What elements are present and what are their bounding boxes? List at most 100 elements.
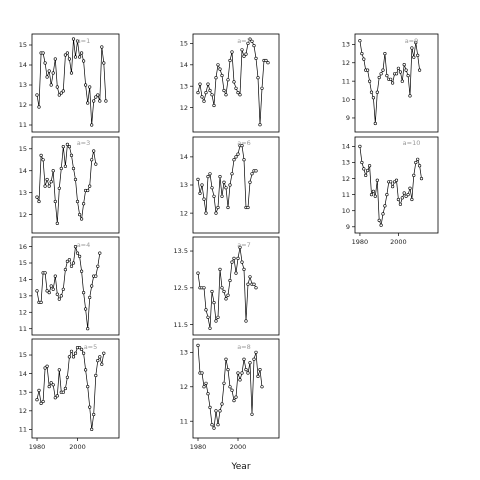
data-point [51,169,55,173]
data-point [232,399,236,403]
data-point [404,68,408,72]
data-point [222,180,226,184]
data-point [236,90,240,95]
data-point [202,197,206,201]
data-point [204,90,208,95]
data-point [57,186,61,190]
data-point [406,193,410,197]
y-tick-label: 15 [19,259,27,267]
panel-frame [192,33,280,133]
data-point [226,368,230,372]
data-point [414,40,418,45]
data-point [379,72,383,76]
y-tick-label: 13 [19,81,27,89]
data-point [96,264,100,268]
panel: 11 12 13 14 15 1980 2000 a=5 [19,338,120,451]
data-point [404,194,408,198]
data-point [418,164,422,168]
data-point [406,73,410,78]
y-tick-label: 16 [19,243,27,251]
data-point [81,59,86,63]
panel-frame [31,338,120,439]
data-point [218,409,222,413]
series-line [197,145,256,214]
y-tick-label: 12 [342,175,350,183]
data-point [86,327,90,331]
data-point [83,83,88,87]
data-point [248,275,252,279]
data-point [408,186,412,190]
data-point [366,68,370,72]
data-point [242,357,246,361]
data-point [73,245,78,249]
data-point [75,199,80,204]
data-point [86,385,90,389]
y-tick-label: 15 [19,41,27,49]
data-point [61,145,65,149]
data-point [381,212,385,216]
data-point [252,357,256,361]
y-tick-label: 14 [180,153,188,161]
data-point [41,51,45,55]
data-point [398,70,403,74]
data-point [232,158,236,162]
data-point [71,261,76,265]
data-point [49,284,53,288]
data-point [88,405,92,409]
data-point [39,300,43,305]
data-point [246,41,250,46]
data-point [252,282,256,286]
data-point [224,297,228,301]
panel-frame [31,236,120,336]
data-point [358,39,362,43]
data-point [98,251,102,255]
data-point [220,194,224,198]
data-point [226,78,230,82]
panel-frame [31,136,120,234]
data-point [35,289,39,293]
data-point [414,160,418,165]
data-point [416,53,420,58]
data-point [260,86,264,90]
data-point [228,58,232,63]
data-point [94,274,98,278]
data-point [43,366,47,370]
data-point [260,385,264,389]
data-point [83,307,88,311]
data-point [371,96,376,100]
data-point [248,37,252,41]
data-point [368,164,372,168]
y-tick-label: 12 [19,211,27,219]
data-point [238,245,242,249]
data-point [73,177,78,182]
panel-label: a=6 [237,139,251,147]
series-line [359,146,422,227]
data-point [375,90,379,94]
panel-grid: 11 12 13 14 15 a=1 12 13 14 15 a=2 9 10 11 12 13 a=9 12 13… [19,33,439,451]
y-tick-label: 11 [19,121,27,129]
data-point [375,178,379,182]
data-point [396,66,401,70]
data-point [75,39,80,43]
data-point [244,319,248,323]
data-point [238,378,242,382]
y-tick-label: 12 [180,383,188,391]
data-point [252,43,256,48]
y-tick-label: 14 [180,61,188,69]
data-point [234,155,238,159]
data-point [224,93,228,97]
data-point [90,158,94,162]
y-tick-label: 15 [180,40,188,48]
data-point [254,169,258,173]
data-point [236,371,240,375]
data-point [39,401,43,406]
y-tick-label: 10 [342,207,350,215]
data-point [55,292,59,296]
data-point [88,184,92,188]
data-point [53,199,57,204]
data-point [410,197,414,202]
x-tick-label: 1980 [190,443,207,451]
series-line [36,143,97,224]
data-point [86,101,90,105]
data-point [236,152,240,156]
